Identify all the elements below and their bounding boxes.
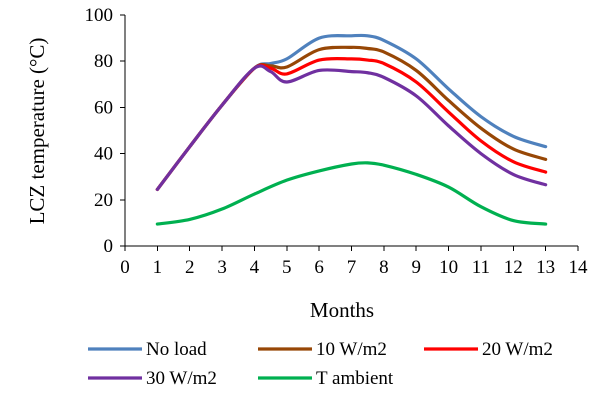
x-tick-label: 12: [504, 257, 523, 278]
series-line-20-w-m2: [155, 56, 548, 192]
x-tick-label: 2: [185, 257, 195, 278]
legend-label: 20 W/m2: [482, 339, 553, 360]
x-tick-label: 6: [314, 257, 324, 278]
x-axis-title: Months: [310, 298, 374, 322]
legend-label: 30 W/m2: [146, 368, 217, 389]
legend: No load 10 W/m2 20 W/m2 30 W/m2 T ambient: [88, 339, 553, 389]
x-tick-label: 14: [569, 257, 589, 278]
y-tick-label: 100: [85, 5, 114, 26]
legend-item-10-w-m2: 10 W/m2: [258, 339, 387, 360]
y-axis-title: LCZ temperature (°C): [25, 38, 49, 225]
legend-label: T ambient: [316, 368, 394, 389]
y-tick-label: 0: [104, 236, 114, 257]
y-tick-label: 40: [94, 144, 113, 165]
x-tick-label: 10: [439, 257, 458, 278]
x-tick-label: 1: [153, 257, 163, 278]
x-tick-label: 0: [120, 257, 130, 278]
series-lines: [155, 33, 548, 226]
y-tick-label: 20: [94, 190, 113, 211]
x-tick-label: 8: [379, 257, 389, 278]
x-tick-label: 13: [536, 257, 555, 278]
x-tick-label: 5: [282, 257, 292, 278]
series-line-10-w-m2: [155, 45, 548, 192]
legend-item-30-w-m2: 30 W/m2: [88, 368, 217, 389]
legend-label: 10 W/m2: [316, 339, 387, 360]
series-line-30-w-m2: [155, 64, 548, 192]
legend-item-t-ambient: T ambient: [258, 368, 394, 389]
x-tick-label: 4: [250, 257, 260, 278]
legend-item-no-load: No load: [88, 339, 207, 360]
series-line-t-ambient: [155, 161, 548, 226]
x-tick-label: 3: [217, 257, 227, 278]
y-tick-label: 80: [94, 51, 113, 72]
x-tick-label: 7: [347, 257, 357, 278]
x-tick-label: 11: [472, 257, 490, 278]
legend-item-20-w-m2: 20 W/m2: [424, 339, 553, 360]
x-tick-label: 9: [411, 257, 421, 278]
legend-label: No load: [146, 339, 207, 360]
y-tick-label: 60: [94, 97, 113, 118]
